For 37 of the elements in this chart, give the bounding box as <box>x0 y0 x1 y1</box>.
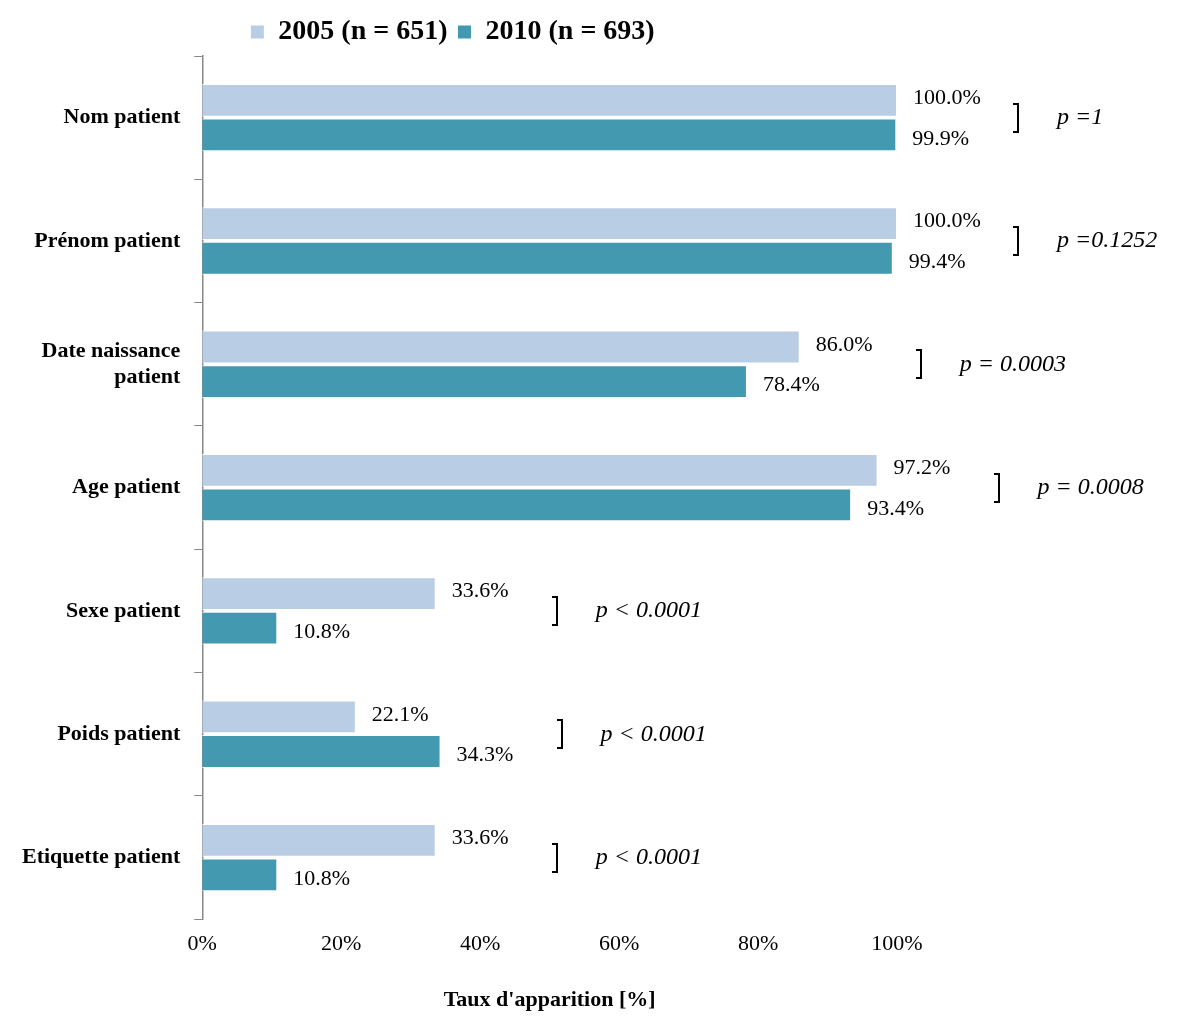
y-tick-label: Etiquette patient <box>22 843 181 869</box>
data-label: 78.4% <box>762 371 820 397</box>
legend-label: 2010 (n = 693) <box>485 14 655 46</box>
data-label: 99.4% <box>908 248 966 274</box>
data-label: 86.0% <box>815 330 873 356</box>
x-tick-label: 20% <box>321 930 362 956</box>
legend-label: 2005 (n = 651) <box>278 14 448 46</box>
data-label: 97.2% <box>893 454 951 480</box>
x-tick-label: 0% <box>187 930 217 956</box>
data-label: 34.3% <box>456 741 514 767</box>
x-tick-label: 40% <box>459 930 501 956</box>
text: p = 0.0008 <box>1035 472 1144 499</box>
data-label: 99.9% <box>912 124 970 150</box>
y-tick-label: Date naissance patient <box>41 336 181 389</box>
y-tick-label: Nom patient <box>63 103 181 129</box>
data-label: 93.4% <box>867 494 924 520</box>
x-tick-label: 60% <box>598 930 640 956</box>
y-tick-label: Prénom patient <box>34 226 181 252</box>
text: p =0.1252 <box>1055 226 1158 253</box>
data-label: 10.8% <box>293 864 351 890</box>
data-label: 33.6% <box>451 824 509 850</box>
data-label: 22.1% <box>371 700 429 726</box>
y-tick-label: Age patient <box>72 473 181 499</box>
text: p =1 <box>1055 102 1104 129</box>
x-tick-label: 100% <box>871 930 923 956</box>
y-tick-label: Poids patient <box>57 719 181 745</box>
text: p = 0.0003 <box>957 349 1066 376</box>
data-label: 10.8% <box>293 617 351 643</box>
data-label: 100.0% <box>913 207 981 233</box>
y-tick-label: Sexe patient <box>66 596 181 622</box>
x-axis-title: Taux d'apparition [%] <box>443 986 656 1012</box>
annotation: p < 0.0001 <box>593 842 702 869</box>
x-tick-label: 80% <box>737 930 779 956</box>
data-label: 33.6% <box>451 577 509 603</box>
data-label: 100.0% <box>913 84 981 110</box>
annotation: p < 0.0001 <box>598 719 707 746</box>
annotation: p < 0.0001 <box>593 596 702 623</box>
